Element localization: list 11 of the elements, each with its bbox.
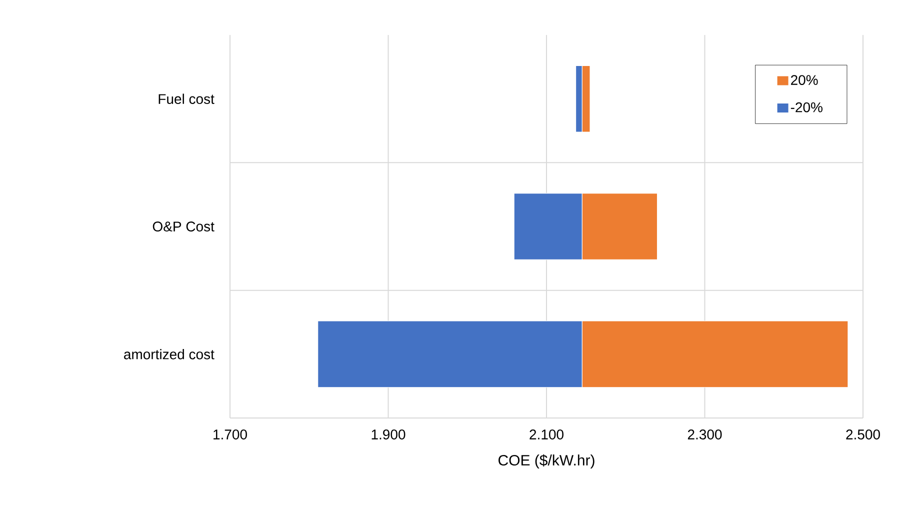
legend-label: 20% [791,75,818,85]
y-tick-label: O&P Cost [152,222,214,232]
legend-label: -20% [790,102,822,112]
x-tick-label: 1.700 [214,430,247,440]
x-tick-label: 1.900 [372,430,406,440]
x-tick-label: 2.300 [688,430,722,440]
y-tick-label: Fuel cost [158,94,214,104]
y-tick-label: amortized cost [124,349,214,360]
x-axis-title: COE ($/kW.hr) [498,454,594,469]
x-tick-label: 2.500 [846,430,880,440]
x-tick-label: 2.100 [530,430,564,440]
